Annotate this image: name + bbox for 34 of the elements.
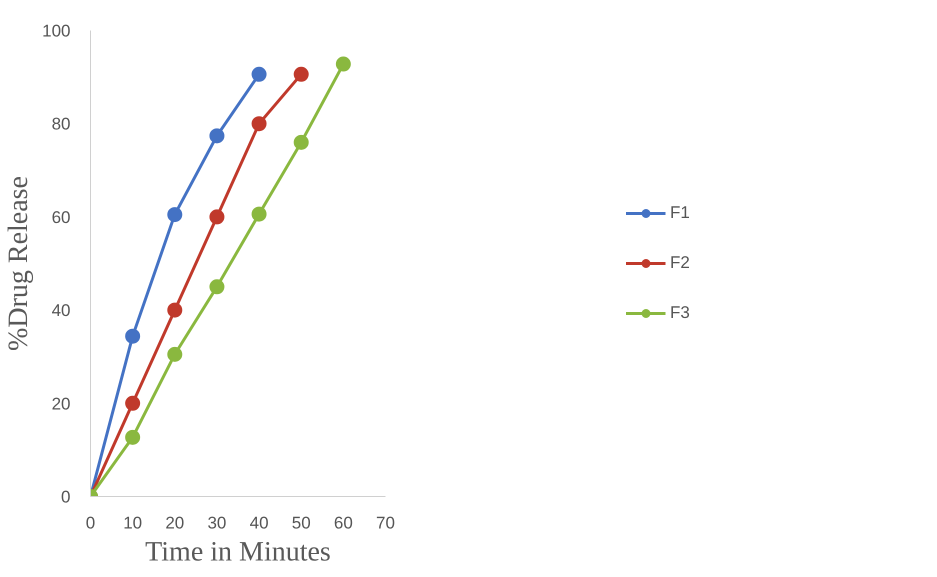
x-tick-label: 70: [376, 514, 395, 532]
y-tick-label: 100: [42, 22, 71, 40]
point: [167, 346, 182, 362]
point: [209, 128, 224, 144]
y-tick-label: 80: [52, 114, 71, 134]
y-tick-label: 60: [52, 208, 71, 227]
y-tick-label: 40: [52, 301, 71, 320]
legend-label: F1: [670, 203, 690, 223]
point: [294, 134, 309, 150]
legend-label: F3: [670, 303, 690, 323]
x-tick-label: 30: [207, 514, 226, 532]
x-tick-label: 0: [86, 514, 96, 532]
point: [209, 209, 224, 224]
point: [125, 396, 140, 411]
point: [294, 66, 309, 82]
x-tick-label: 20: [165, 514, 184, 532]
point: [336, 56, 351, 72]
point: [252, 206, 267, 222]
y-axis-title: %Drug Release: [3, 176, 34, 351]
y-tick-label: 20: [52, 394, 71, 414]
point: [125, 430, 140, 445]
x-tick-label: 50: [292, 514, 311, 532]
x-axis-title: Time in Minutes: [145, 536, 331, 568]
x-tick-label: 40: [250, 514, 269, 532]
legend-label: F2: [670, 253, 690, 273]
point: [252, 66, 267, 82]
x-tick-label: 60: [334, 514, 353, 532]
y-tick-label: 0: [61, 488, 71, 506]
point: [125, 328, 140, 344]
point: [252, 116, 267, 132]
x-tick-label: 10: [123, 514, 142, 532]
point: [209, 279, 224, 294]
point: [167, 302, 182, 318]
point: [167, 207, 182, 222]
